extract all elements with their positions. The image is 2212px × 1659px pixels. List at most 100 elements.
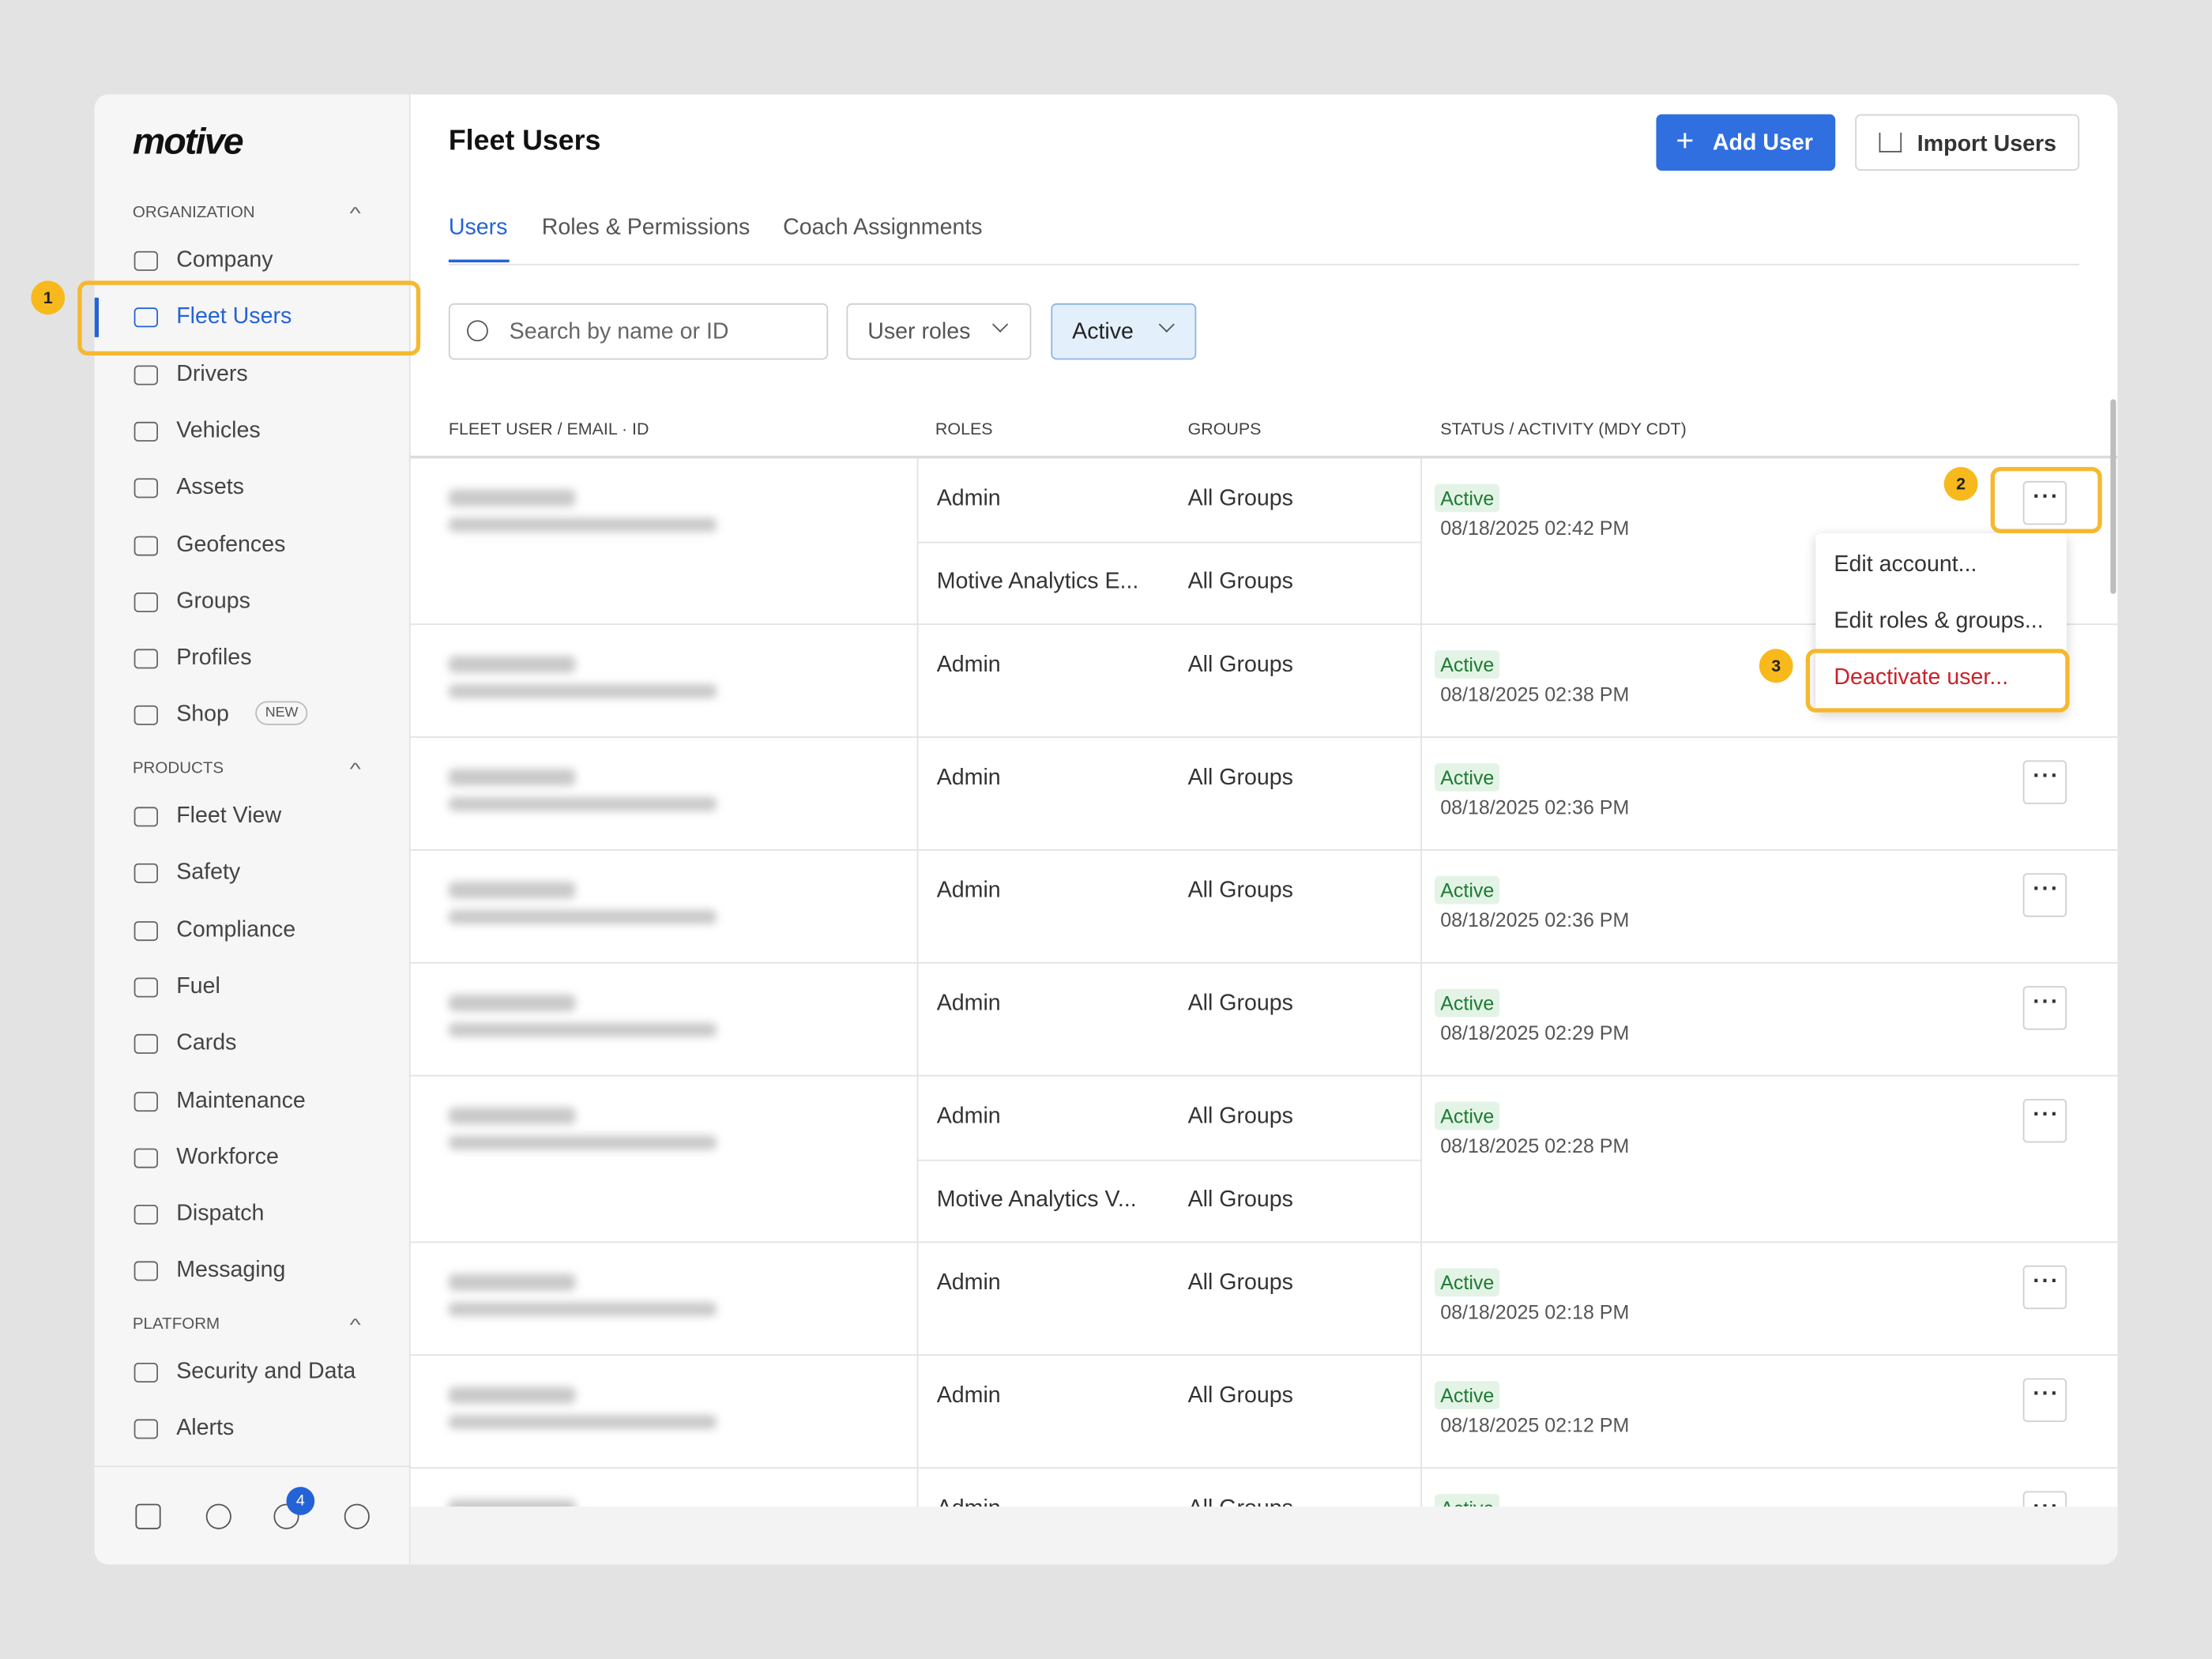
role: Motive Analytics E... bbox=[936, 570, 1139, 594]
nav-label: Profiles bbox=[176, 646, 252, 671]
group: All Groups bbox=[1187, 1187, 1293, 1212]
table-row: Admin All Groups Active ··· bbox=[411, 1468, 2118, 1507]
footer-icon[interactable] bbox=[344, 1503, 370, 1529]
icon bbox=[134, 250, 158, 271]
main: Fleet Users + Add User Import Users Users Rol… bbox=[410, 95, 2118, 1565]
role: Admin bbox=[936, 878, 1001, 903]
nav-item[interactable]: Safety bbox=[95, 848, 409, 899]
nav-label: Geofences bbox=[176, 532, 286, 557]
user-email-blurred bbox=[448, 909, 717, 924]
icon bbox=[134, 1362, 158, 1382]
activity-date: 08/18/2025 02:29 PM bbox=[1440, 1021, 1630, 1044]
table-row: Admin All Groups Active 08/18/2025 02:18 PM… bbox=[410, 1243, 2118, 1356]
nav-item[interactable]: Company bbox=[95, 235, 409, 286]
nav-item[interactable]: Compliance bbox=[95, 905, 409, 956]
more-button[interactable]: ··· bbox=[2022, 480, 2067, 525]
group: All Groups bbox=[1187, 766, 1293, 790]
nav-item[interactable]: Maintenance bbox=[95, 1076, 409, 1127]
tab[interactable]: Coach Assignments bbox=[783, 216, 983, 240]
footer-divider bbox=[94, 1465, 411, 1468]
import-users-button[interactable]: Import Users bbox=[1855, 114, 2080, 171]
section-title: ORGANIZATION bbox=[132, 204, 255, 222]
table-row: Admin All Groups Motive Analytics V... All … bbox=[410, 1076, 2118, 1243]
nav-label: Assets bbox=[176, 476, 244, 500]
nav-label: Workforce bbox=[176, 1145, 279, 1169]
nav-item[interactable]: Messaging bbox=[95, 1246, 409, 1296]
nav-item[interactable]: Security and Data bbox=[95, 1347, 409, 1398]
more-button[interactable]: ··· bbox=[2022, 986, 2067, 1030]
user-email-blurred bbox=[448, 517, 717, 532]
nav-label: Maintenance bbox=[176, 1088, 306, 1113]
role: Admin bbox=[936, 1104, 1001, 1129]
search-box[interactable]: Search by name or ID bbox=[448, 303, 829, 360]
table-row: Admin All Groups Active 08/18/2025 02:36 PM… bbox=[410, 737, 2118, 851]
nav-label: Alerts bbox=[176, 1416, 235, 1441]
dots: ··· bbox=[2033, 990, 2060, 1014]
more-button[interactable]: ··· bbox=[2022, 1265, 2067, 1310]
icon bbox=[134, 977, 158, 998]
table: FLEET USER / EMAIL · ID ROLES GROUPS STATUS… bbox=[410, 399, 2118, 1507]
more-button[interactable]: ··· bbox=[2022, 873, 2067, 917]
nav-item[interactable]: Fleet View bbox=[95, 792, 409, 842]
nav-item[interactable]: Dispatch bbox=[95, 1190, 409, 1240]
nav-item[interactable]: Cards bbox=[95, 1019, 409, 1070]
collapse-icon: ^ bbox=[349, 758, 361, 779]
icon bbox=[134, 478, 158, 498]
sub-row-divider bbox=[916, 541, 1421, 544]
nav-item[interactable]: Alerts bbox=[95, 1404, 409, 1454]
nav-label: Fuel bbox=[176, 974, 220, 999]
more-button[interactable]: ··· bbox=[2022, 760, 2067, 804]
nav-item[interactable]: Assets bbox=[95, 463, 409, 514]
column-header: GROUPS bbox=[1187, 419, 1262, 439]
roles-filter[interactable]: User roles bbox=[846, 303, 1032, 360]
chevron bbox=[991, 316, 1009, 333]
status-badge: Active bbox=[1435, 763, 1500, 792]
add-user-button[interactable]: + Add User bbox=[1656, 114, 1836, 171]
group: All Groups bbox=[1188, 1497, 1293, 1507]
notification-count: 4 bbox=[286, 1487, 315, 1515]
footer-icon[interactable] bbox=[135, 1503, 161, 1529]
nav-item[interactable]: Profiles bbox=[95, 634, 409, 684]
nav-item[interactable]: Shop NEW bbox=[95, 690, 409, 741]
role: Motive Analytics V... bbox=[936, 1187, 1137, 1212]
nav-item[interactable]: Drivers bbox=[95, 349, 409, 400]
nav-label: Vehicles bbox=[176, 419, 261, 443]
icon bbox=[134, 535, 158, 555]
search-icon bbox=[467, 320, 488, 342]
user-email-blurred bbox=[448, 684, 717, 698]
dots: ··· bbox=[2033, 1495, 2060, 1507]
activity-date: 08/18/2025 02:36 PM bbox=[1440, 796, 1630, 818]
sidebar: motive ORGANIZATION ^ Company Fleet Users Dri… bbox=[94, 94, 411, 1565]
role: Admin bbox=[936, 1270, 1001, 1296]
footer-icon[interactable] bbox=[205, 1503, 231, 1529]
nav-item[interactable]: Workforce bbox=[95, 1133, 409, 1183]
nav-label: Fleet Users bbox=[176, 305, 292, 329]
activity-date: 08/18/2025 02:18 PM bbox=[1440, 1300, 1630, 1323]
nav-item[interactable]: Fleet Users bbox=[94, 292, 409, 343]
table-footer bbox=[410, 1507, 2118, 1565]
column-header: FLEET USER / EMAIL · ID bbox=[448, 419, 649, 439]
status-badge: Active bbox=[1435, 1268, 1500, 1297]
nav-item[interactable]: Fuel bbox=[95, 962, 409, 1013]
nav-item[interactable]: Geofences bbox=[95, 520, 409, 570]
tabs-divider bbox=[448, 263, 2080, 265]
status-filter[interactable]: Active bbox=[1051, 303, 1197, 360]
nav-label: Safety bbox=[176, 860, 241, 886]
user-name-blurred bbox=[448, 489, 576, 507]
cell-border bbox=[1420, 1356, 1422, 1469]
status-badge: Active bbox=[1435, 1494, 1500, 1507]
more-button[interactable]: ··· bbox=[2022, 1378, 2067, 1422]
icon bbox=[134, 1091, 158, 1112]
user-email-blurred bbox=[448, 1022, 717, 1037]
nav-item[interactable]: Vehicles bbox=[95, 406, 409, 457]
group: All Groups bbox=[1187, 653, 1293, 678]
status-badge: Active bbox=[1435, 988, 1500, 1018]
tab[interactable]: Users bbox=[448, 216, 508, 240]
collapse-icon: ^ bbox=[349, 203, 361, 224]
tab[interactable]: Roles & Permissions bbox=[541, 216, 750, 240]
step-badge: 1 bbox=[31, 280, 66, 315]
more-button[interactable]: ··· bbox=[2022, 647, 2067, 691]
nav-item[interactable]: Groups bbox=[95, 577, 409, 627]
more-button[interactable]: ··· bbox=[2022, 1099, 2067, 1143]
more-button[interactable]: ··· bbox=[2022, 1491, 2067, 1507]
